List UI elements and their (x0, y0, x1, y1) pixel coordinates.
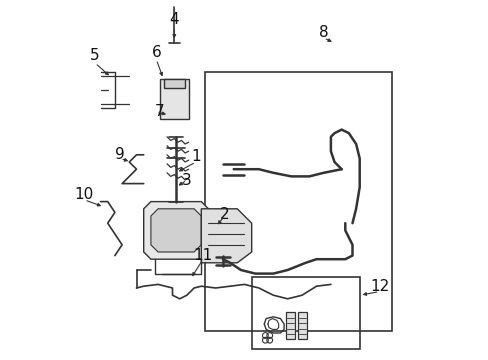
Polygon shape (151, 209, 201, 252)
Text: 3: 3 (182, 172, 191, 188)
Text: 6: 6 (151, 45, 161, 60)
Bar (204, 72, 391, 331)
Text: 12: 12 (369, 279, 388, 294)
Bar (251, 277, 359, 349)
Text: 2: 2 (220, 207, 229, 222)
Text: 5: 5 (90, 48, 100, 63)
Polygon shape (201, 209, 251, 263)
Bar (297, 312, 306, 339)
Text: 7: 7 (155, 104, 164, 119)
Text: 1: 1 (191, 149, 200, 164)
Text: 8: 8 (318, 25, 328, 40)
Bar (160, 79, 188, 119)
Text: 10: 10 (75, 187, 94, 202)
Text: 11: 11 (193, 248, 212, 263)
Polygon shape (143, 202, 208, 259)
Bar (285, 312, 294, 339)
Text: 4: 4 (169, 12, 179, 27)
Bar (163, 79, 185, 88)
Text: 9: 9 (115, 147, 125, 162)
